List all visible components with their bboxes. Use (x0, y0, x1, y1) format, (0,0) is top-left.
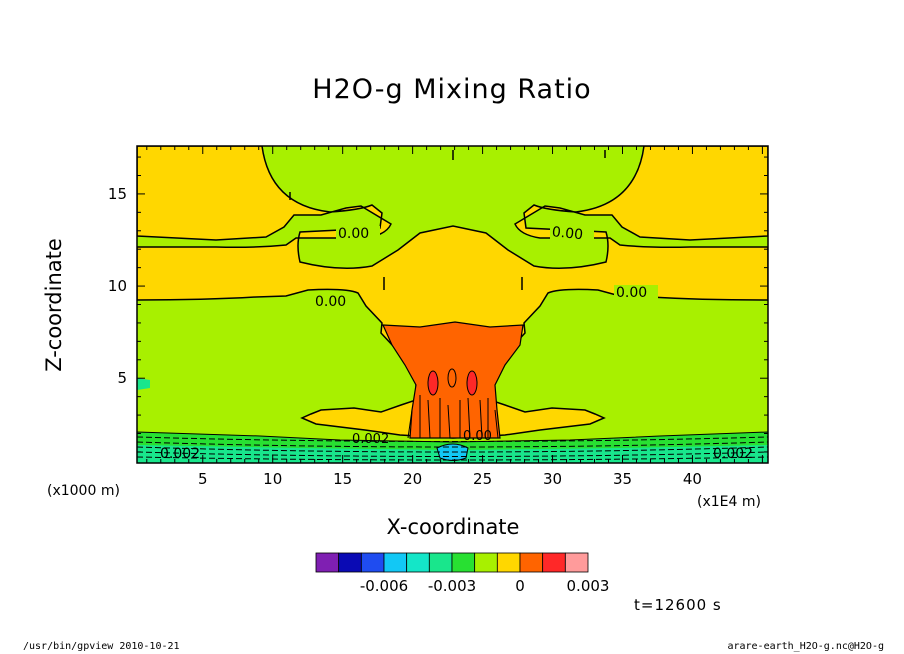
colorbar-swatch (564, 552, 589, 573)
colorbar-swatch (474, 552, 498, 573)
x-axis-label: X-coordinate (386, 515, 520, 539)
x-tick-label: 15 (333, 470, 352, 488)
colorbar-swatch (338, 552, 362, 573)
footer-right: arare-earth_H2O-g.nc@H2O-g (727, 641, 884, 652)
axis-ticks (137, 146, 768, 463)
x-tick-label: 5 (198, 470, 208, 488)
x-tick-label: 10 (263, 470, 282, 488)
negative-contours (137, 436, 768, 461)
colorbar-tick-label: -0.006 (360, 577, 408, 595)
colorbar-swatch (451, 552, 476, 573)
colorbar-tick-label: 0 (515, 577, 525, 595)
colorbar-swatch (360, 552, 385, 573)
colorbar (315, 552, 589, 573)
contour-ticks (289, 150, 606, 290)
footer-left: /usr/bin/gpview 2010-10-21 (23, 641, 180, 652)
field-upper-layer (137, 146, 768, 439)
time-label: t=12600 s (634, 596, 722, 614)
colorbar-swatch (315, 552, 340, 573)
chart-title: H2O-g Mixing Ratio (312, 74, 592, 105)
y-tick-label: 10 (108, 277, 127, 295)
colorbar-swatch (406, 552, 430, 573)
contour-label-1: 0.00 (338, 226, 369, 242)
y-tick-label: 5 (117, 369, 127, 387)
contour-label-3: 0.00 (315, 294, 346, 310)
x-tick-label: 20 (403, 470, 422, 488)
colorbar-swatch (542, 552, 566, 573)
y-tick-label: 15 (108, 185, 127, 203)
y-axis-label: Z-coordinate (42, 238, 66, 372)
contour-label-7: 0.002 (713, 446, 753, 462)
colorbar-swatch (496, 552, 521, 573)
contour-labels: 0.00 0.00 0.00 0.00 0.002 0.002 0.002 0.… (160, 224, 753, 462)
x-tick-label: 40 (683, 470, 702, 488)
colorbar-tick-label: -0.003 (428, 577, 476, 595)
core-filaments (407, 395, 499, 439)
contour-label-2: 0.00 (551, 224, 584, 243)
x-tick-label: 30 (543, 470, 562, 488)
colorbar-swatch (428, 552, 453, 573)
contour-label-4: 0.00 (616, 285, 647, 301)
colorbar-swatch (383, 552, 408, 573)
core-max-2 (466, 370, 478, 396)
axis-tick-labels: 5 10 15 20 25 30 35 40 5 10 15 (108, 185, 702, 488)
x-unit-left: (x1000 m) (47, 483, 120, 499)
contour-label-5: 0.002 (160, 446, 200, 462)
colorbar-tick-label: 0.003 (567, 577, 610, 595)
x-tick-label: 25 (473, 470, 492, 488)
core-max-3 (447, 368, 457, 388)
colorbar-swatch (519, 552, 544, 573)
contour-fills (137, 146, 768, 463)
x-tick-label: 35 (613, 470, 632, 488)
colorbar-tick-labels: -0.006 -0.003 0 0.003 (360, 577, 610, 595)
contour-label-8: 0.00 (463, 429, 492, 444)
field-left-edge (137, 378, 150, 390)
x-unit-right: (x1E4 m) (697, 494, 761, 510)
contour-label-6: 0.002 (352, 432, 389, 447)
core-max-1 (427, 370, 439, 396)
